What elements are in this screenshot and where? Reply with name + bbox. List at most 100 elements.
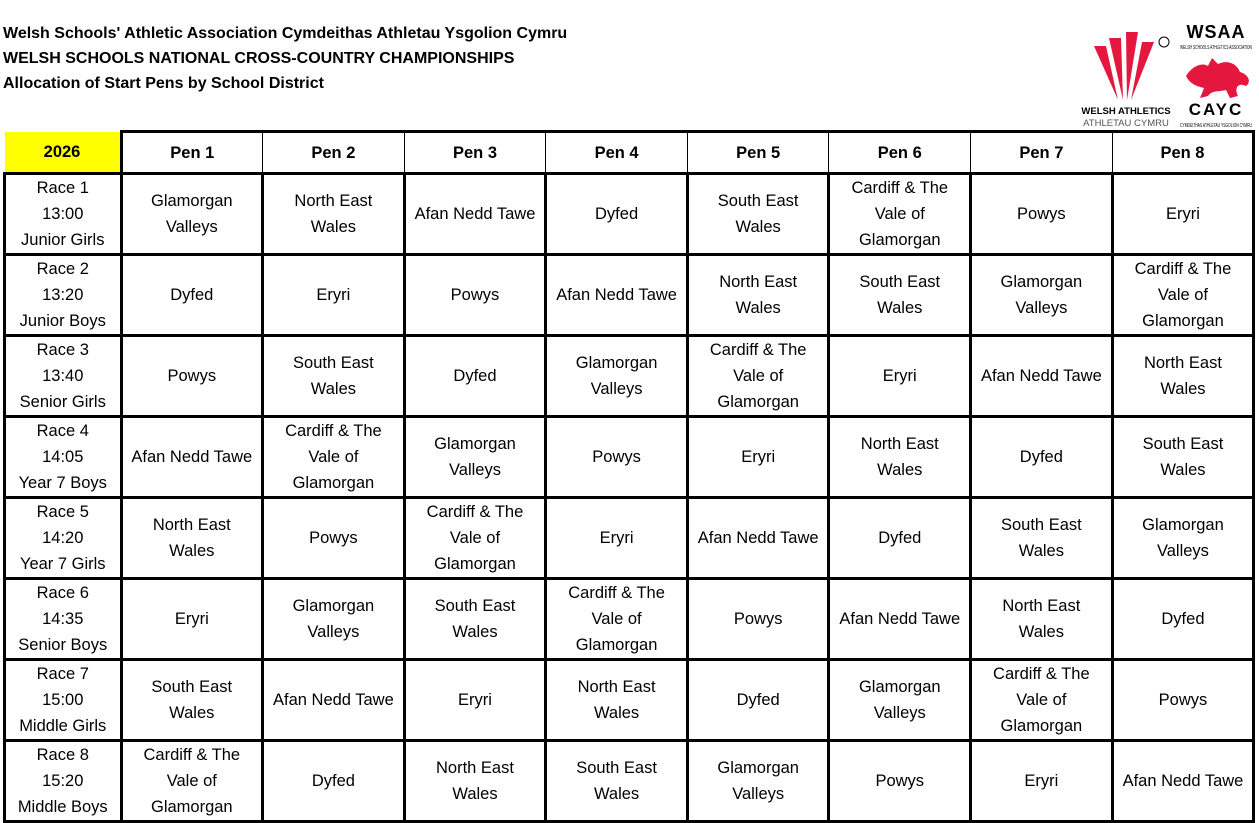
race-time: 13:40 [42,367,84,385]
svg-text:ATHLETAU CYMRU: ATHLETAU CYMRU [1083,118,1169,128]
year-header: 2026 [4,131,123,175]
race-row: Race 8 15:20 Middle Boys Cardiff & The Vale… [3,739,1256,823]
race-row: Race 4 14:05 Year 7 Boys Afan Nedd Tawe Card… [3,415,1256,499]
pen-header: Pen 1 [119,130,264,174]
pen-assignment-cell: Eryri [119,577,265,661]
pen-header: Pen 5 [686,130,830,174]
pen-assignment-cell: North East Wales [969,577,1114,661]
pen-assignment-cell: Eryri [544,496,689,580]
pen-assignment-cell: Afan Nedd Tawe [685,496,831,580]
race-time: 15:00 [42,691,84,709]
race-info-cell: Race 5 14:20 Year 7 Girls [3,496,123,580]
pen-assignment-cell: Glamorgan Valleys [119,172,265,256]
race-row: Race 5 14:20 Year 7 Girls North East Wales P… [3,496,1256,580]
pen-assignment-cell: South East Wales [969,496,1114,580]
race-race: Race 2 [36,260,89,278]
championship-title: WELSH SCHOOLS NATIONAL CROSS-COUNTRY CHA… [3,50,515,67]
pen-assignment-cell: Afan Nedd Tawe [1110,739,1256,823]
race-info-cell: Race 3 13:40 Senior Girls [3,334,123,418]
pen-assignment-cell: Eryri [261,253,406,337]
pen-assignment-cell: South East Wales [827,253,973,337]
pen-assignment-cell: Eryri [685,415,831,499]
pen-assignment-cell: Glamorgan Valleys [685,739,831,823]
pen-assignment-cell: Dyfed [827,496,973,580]
race-time: 13:00 [42,205,84,223]
race-info-cell: Race 8 15:20 Middle Boys [3,739,123,823]
pen-assignment-cell: Dyfed [402,334,548,418]
race-category: Year 7 Boys [18,474,107,492]
pen-assignment-cell: Glamorgan Valleys [544,334,689,418]
pen-assignment-cell: Cardiff & The Vale of Glamorgan [261,415,406,499]
pen-assignment-cell: North East Wales [119,496,265,580]
race-time: 14:20 [42,529,84,547]
pen-assignment-cell: North East Wales [261,172,406,256]
svg-text:WELSH SCHOOLS ATHLETICS ASSOCI: WELSH SCHOOLS ATHLETICS ASSOCIATION [1180,45,1252,51]
race-category: Middle Girls [19,717,107,735]
race-category: Junior Boys [19,312,106,330]
race-category: Junior Girls [21,231,105,249]
race-category: Year 7 Girls [19,555,106,573]
pen-assignment-cell: Cardiff & The Vale of Glamorgan [1110,253,1256,337]
document-subtitle: Allocation of Start Pens by School Distr… [3,75,324,92]
pen-header: Pen 7 [970,130,1113,174]
pen-assignment-cell: Dyfed [261,739,406,823]
wsaa-cayc-logo: WSAA WELSH SCHOOLS ATHLETICS ASSOCIATION… [1178,22,1254,130]
pen-assignment-cell: Dyfed [1110,577,1256,661]
pen-assignment-cell: North East Wales [544,658,689,742]
welsh-athletics-logo: WELSH ATHLETICS ATHLETAU CYMRU [1076,28,1176,129]
pen-assignment-cell: Afan Nedd Tawe [544,253,689,337]
svg-text:WSAA: WSAA [1187,22,1246,42]
race-row: Race 7 15:00 Middle Girls South East Wales A… [3,658,1256,742]
race-race: Race 3 [36,341,89,359]
pen-assignment-cell: North East Wales [827,415,973,499]
pen-assignment-cell: Powys [402,253,548,337]
race-time: 15:20 [42,772,84,790]
pen-assignment-cell: Powys [827,739,973,823]
pen-assignment-cell: South East Wales [685,172,831,256]
pen-assignment-cell: Powys [685,577,831,661]
race-row: Race 3 13:40 Senior Girls Powys South East W… [3,334,1256,418]
pen-header: Pen 3 [403,130,547,174]
pen-assignment-cell: Cardiff & The Vale of Glamorgan [119,739,265,823]
pen-assignment-cell: Glamorgan Valleys [827,658,973,742]
pen-assignment-cell: Powys [261,496,406,580]
pen-assignment-cell: Eryri [402,658,548,742]
pen-assignment-cell: North East Wales [685,253,831,337]
race-time: 14:05 [42,448,84,466]
race-category: Senior Girls [19,393,106,411]
race-info-cell: Race 7 15:00 Middle Girls [3,658,123,742]
race-race: Race 8 [36,746,89,764]
pen-assignment-cell: Dyfed [119,253,265,337]
pen-assignment-cell: Glamorgan Valleys [1110,496,1256,580]
pen-assignment-cell: Cardiff & The Vale of Glamorgan [969,658,1114,742]
svg-text:CAYC: CAYC [1189,100,1244,119]
pen-assignment-cell: Eryri [827,334,973,418]
header-row: 2026 Pen 1 Pen 2 Pen 3 Pen 4 Pen 5 Pen 6 Pen 7… [4,130,1256,175]
race-info-cell: Race 4 14:05 Year 7 Boys [3,415,123,499]
svg-text:CYMDEITHAS ATHLETAU YSGOLION C: CYMDEITHAS ATHLETAU YSGOLION CYMRU [1180,123,1252,129]
race-race: Race 1 [36,179,89,197]
race-row: Race 1 13:00 Junior Girls Glamorgan Valleys… [3,172,1256,256]
race-info-cell: Race 2 13:20 Junior Boys [3,253,123,337]
pen-header: Pen 4 [545,130,688,174]
pen-assignment-cell: South East Wales [119,658,265,742]
pen-assignment-cell: Glamorgan Valleys [402,415,548,499]
pen-assignment-cell: Afan Nedd Tawe [827,577,973,661]
pen-assignment-cell: Powys [119,334,265,418]
start-pens-table: 2026 Pen 1 Pen 2 Pen 3 Pen 4 Pen 5 Pen 6 Pen 7… [3,130,1256,823]
race-row: Race 6 14:35 Senior Boys Eryri Glamorgan Val… [3,577,1256,661]
pen-assignment-cell: Powys [1110,658,1256,742]
pen-assignment-cell: Cardiff & The Vale of Glamorgan [827,172,973,256]
pen-assignment-cell: North East Wales [402,739,548,823]
race-race: Race 6 [36,584,89,602]
pen-header: Pen 2 [262,130,405,174]
pen-assignment-cell: Dyfed [685,658,831,742]
pen-header: Pen 6 [828,130,972,174]
pen-assignment-cell: Dyfed [969,415,1114,499]
race-race: Race 5 [36,503,89,521]
pen-assignment-cell: North East Wales [1110,334,1256,418]
race-time: 14:35 [42,610,84,628]
race-race: Race 7 [36,665,89,683]
pen-assignment-cell: Cardiff & The Vale of Glamorgan [402,496,548,580]
pen-assignment-cell: South East Wales [261,334,406,418]
